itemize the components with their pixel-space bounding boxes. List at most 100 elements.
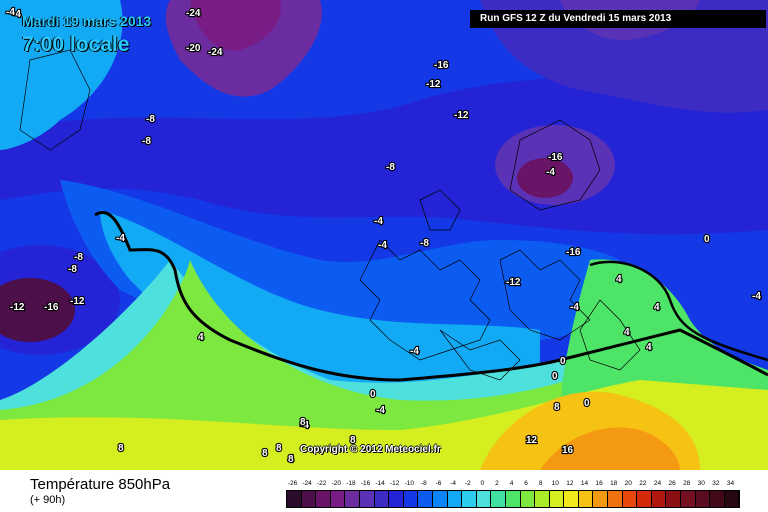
isotherm-label: 0 bbox=[704, 234, 710, 245]
scale-label: 4 bbox=[509, 480, 514, 487]
scale-label: 26 bbox=[668, 480, 676, 487]
scale-label: -6 bbox=[435, 480, 442, 487]
scale-swatch bbox=[476, 491, 492, 507]
isotherm-label: -4 bbox=[752, 291, 761, 302]
isotherm-label: -16 bbox=[566, 247, 581, 258]
scale-swatch bbox=[564, 491, 579, 507]
field-green-east bbox=[560, 259, 768, 420]
isotherm-label: -4 bbox=[6, 7, 15, 18]
scale-label: -14 bbox=[375, 480, 385, 487]
isotherm-label: 4 bbox=[646, 342, 652, 353]
scale-swatch bbox=[622, 491, 638, 507]
scale-label: 10 bbox=[551, 480, 559, 487]
scale-label: -4 bbox=[450, 480, 456, 487]
scale-swatch bbox=[681, 491, 696, 507]
scale-swatch bbox=[578, 491, 594, 507]
scale-swatch bbox=[637, 491, 652, 507]
isotherm-label: 4 bbox=[624, 327, 630, 338]
scale-swatch bbox=[724, 491, 740, 507]
field-atlantic-low-core bbox=[0, 278, 75, 342]
legend-footer: Température 850hPa (+ 90h) -26 -24 -22 -20-… bbox=[0, 470, 768, 512]
scale-label: 24 bbox=[653, 480, 662, 487]
isotherm-label: 4 bbox=[616, 274, 622, 285]
isotherm-label: -8 bbox=[68, 264, 77, 275]
isotherm-label: -4 bbox=[410, 346, 419, 357]
isotherm-label: -8 bbox=[142, 136, 151, 147]
scale-swatch bbox=[389, 491, 404, 507]
field-deep-orange-south bbox=[540, 427, 680, 470]
isotherm-label: -4 bbox=[570, 302, 579, 313]
scale-label: -22 bbox=[316, 480, 327, 487]
scale-swatch bbox=[651, 491, 667, 507]
field-magenta-greenland bbox=[190, 0, 281, 51]
isotherm-label: -16 bbox=[434, 60, 449, 71]
isotherm-label: 4 bbox=[198, 332, 204, 343]
scale-label: -2 bbox=[464, 480, 471, 487]
isotherm-label: -24 bbox=[186, 8, 201, 19]
isotherm-label: 8 bbox=[350, 435, 356, 446]
lead-time: (+ 90h) bbox=[30, 494, 66, 506]
field-purple-north bbox=[480, 0, 768, 113]
scale-swatch bbox=[432, 491, 448, 507]
isotherm-label: -8 bbox=[420, 238, 429, 249]
isotherm-label: 0 bbox=[552, 371, 558, 382]
isotherm-label: -12 bbox=[70, 296, 85, 307]
isotherm-label: -24 bbox=[208, 47, 223, 58]
isotherm-label: 4 bbox=[288, 454, 294, 465]
isotherm-label: 0 bbox=[560, 356, 566, 367]
isotherm-label: -12 bbox=[506, 277, 521, 288]
isotherm-label: -4 bbox=[12, 9, 21, 20]
isotherm-label: -4 bbox=[300, 420, 309, 431]
scale-swatch bbox=[359, 491, 375, 507]
scale-label: 20 bbox=[624, 480, 632, 487]
temperature-map: -24 -20 -24 -4 -8 -16 -16 -12 -12 -8 -8 -8 -12 -16 -4-… bbox=[0, 0, 768, 470]
scale-label: -18 bbox=[346, 480, 356, 487]
color-scale-bar bbox=[286, 490, 741, 508]
scale-label: 16 bbox=[595, 480, 603, 487]
scale-swatch bbox=[374, 491, 390, 507]
map-canvas: -24-20 -24-4-8-16-16-12-12-8-8-8-12-16-4-… bbox=[0, 0, 768, 470]
scale-swatch bbox=[608, 491, 623, 507]
scale-swatch bbox=[462, 491, 477, 507]
isotherm-label: 4 bbox=[654, 302, 660, 313]
scale-label: 30 bbox=[697, 480, 705, 487]
scale-label: -26 bbox=[287, 480, 298, 487]
isotherm-label: -4 bbox=[378, 240, 387, 251]
zero-isotherm-east bbox=[589, 260, 768, 362]
scale-label: -20 bbox=[331, 480, 341, 487]
isotherm-label: 12 bbox=[526, 435, 538, 446]
scale-swatch bbox=[491, 491, 506, 507]
scale-swatch bbox=[287, 491, 302, 507]
scale-swatch bbox=[666, 491, 682, 507]
scale-swatch bbox=[505, 491, 521, 507]
scale-swatch bbox=[710, 491, 725, 507]
scale-label: -16 bbox=[360, 480, 371, 487]
isotherm-label: -12 bbox=[454, 110, 469, 121]
scale-label: -24 bbox=[302, 480, 312, 487]
scale-label: 22 bbox=[639, 480, 647, 487]
scale-swatch bbox=[403, 491, 419, 507]
isotherm-label: 8 bbox=[276, 443, 282, 454]
isotherm-label: -12 bbox=[10, 302, 25, 313]
forecast-date: Mardi 19 mars 2013 bbox=[22, 13, 152, 29]
isotherm-label: -16 bbox=[44, 302, 59, 313]
scale-label: -10 bbox=[404, 480, 414, 487]
isotherm-label: -4 bbox=[546, 167, 555, 178]
isotherm-label: 8 bbox=[288, 454, 294, 465]
scale-label: -8 bbox=[421, 480, 427, 487]
scale-label: 2 bbox=[495, 480, 499, 487]
isotherm-label-layer: -24-20 -24-4-8-16-16-12-12-8-8-8-12-16-4-… bbox=[5, 6, 763, 466]
scale-swatch bbox=[330, 491, 346, 507]
scale-label: 18 bbox=[610, 480, 618, 487]
color-scale-labels: -26 -24 -22 -20 -18 -16 -14 -12 -10 -8 -6 -4 -2 0 2 4 6 8… bbox=[286, 480, 756, 490]
isotherm-label: -12 bbox=[426, 79, 441, 90]
scale-label: 34 bbox=[726, 480, 735, 487]
zero-isotherm bbox=[94, 211, 768, 382]
scale-swatch bbox=[549, 491, 565, 507]
scale-swatch bbox=[301, 491, 317, 507]
isotherm-label: -4 bbox=[374, 216, 383, 227]
isotherm-label: 8 bbox=[300, 417, 306, 428]
isotherm-label: -4 bbox=[376, 405, 385, 416]
isotherm-label: 8 bbox=[118, 443, 124, 454]
scale-swatch bbox=[418, 491, 433, 507]
